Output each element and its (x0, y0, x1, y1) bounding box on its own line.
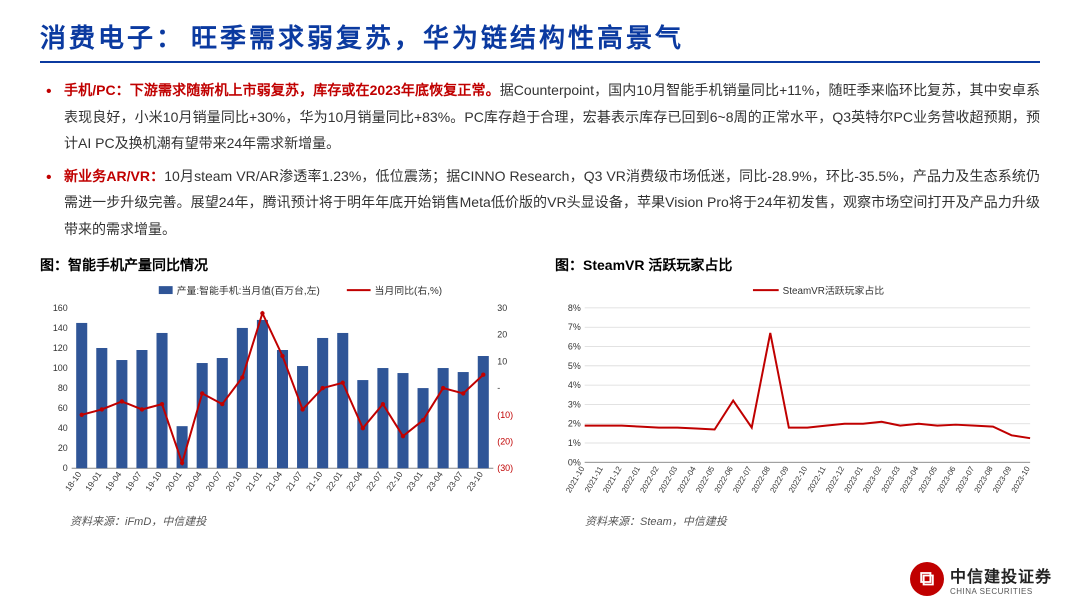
svg-text:22-07: 22-07 (364, 469, 385, 493)
svg-text:22-01: 22-01 (324, 469, 345, 493)
svg-text:(20): (20) (497, 436, 513, 446)
title-prefix: 消费电子： (40, 18, 185, 55)
bullet-list: 手机/PC：下游需求随新机上市弱复苏，库存或在2023年底恢复正常。据Count… (40, 77, 1040, 243)
svg-text:0: 0 (63, 463, 68, 473)
svg-text:140: 140 (53, 322, 68, 332)
svg-text:21-10: 21-10 (304, 469, 325, 493)
svg-text:10: 10 (497, 356, 507, 366)
svg-text:60: 60 (58, 403, 68, 413)
svg-text:160: 160 (53, 302, 68, 312)
svg-text:19-01: 19-01 (83, 469, 104, 493)
svg-text:21-07: 21-07 (284, 469, 305, 493)
logo-en: CHINA SECURITIES (950, 587, 1052, 596)
chart-right-title: 图：SteamVR 活跃玩家占比 (555, 255, 1040, 275)
svg-text:20: 20 (497, 329, 507, 339)
svg-text:1%: 1% (568, 438, 581, 448)
chart-left: 产量:智能手机:当月值(百万台,左) 当月同比(右,%) 0 20 40 60 80 100 1… (40, 281, 525, 511)
svg-text:21-04: 21-04 (264, 469, 285, 493)
svg-text:23-07: 23-07 (444, 469, 465, 493)
svg-text:20: 20 (58, 443, 68, 453)
svg-text:(10): (10) (497, 409, 513, 419)
logo-mark-icon: ⧉ (910, 562, 944, 596)
logo-cn: 中信建投证券 (950, 563, 1052, 587)
svg-text:产量:智能手机:当月值(百万台,左): 产量:智能手机:当月值(百万台,左) (177, 284, 320, 297)
svg-text:(30): (30) (497, 463, 513, 473)
svg-text:7%: 7% (568, 322, 581, 332)
svg-text:19-04: 19-04 (103, 469, 124, 493)
chart-right: SteamVR活跃玩家占比0%1%2%3%4%5%6%7%8%2021-1020… (555, 281, 1040, 511)
svg-text:23-04: 23-04 (424, 469, 445, 493)
svg-text:21-01: 21-01 (244, 469, 265, 493)
svg-text:20-04: 20-04 (183, 469, 204, 493)
svg-text:-: - (497, 383, 500, 393)
svg-text:80: 80 (58, 383, 68, 393)
svg-text:当月同比(右,%): 当月同比(右,%) (375, 284, 442, 297)
svg-text:23-01: 23-01 (404, 469, 425, 493)
svg-text:22-10: 22-10 (384, 469, 405, 493)
svg-text:3%: 3% (568, 399, 581, 409)
bullet-item: 新业务AR/VR：10月steam VR/AR渗透率1.23%，低位震荡；据CI… (46, 163, 1040, 243)
svg-text:20-07: 20-07 (203, 469, 224, 493)
svg-text:100: 100 (53, 363, 68, 373)
bullet-body: 10月steam VR/AR渗透率1.23%，低位震荡；据CINNO Resea… (64, 168, 1040, 237)
svg-text:2023-10: 2023-10 (1010, 464, 1033, 494)
svg-text:19-07: 19-07 (123, 469, 144, 493)
brand-logo: ⧉ 中信建投证券 CHINA SECURITIES (910, 562, 1052, 596)
chart-left-source: 资料来源：iFmD，中信建投 (40, 513, 525, 529)
svg-text:5%: 5% (568, 360, 581, 370)
svg-text:6%: 6% (568, 341, 581, 351)
slide-title: 消费电子： 旺季需求弱复苏，华为链结构性高景气 (40, 18, 1040, 55)
svg-text:4%: 4% (568, 380, 581, 390)
svg-text:30: 30 (497, 302, 507, 312)
svg-text:22-04: 22-04 (344, 469, 365, 493)
title-main: 旺季需求弱复苏，华为链结构性高景气 (191, 18, 684, 55)
bullet-item: 手机/PC：下游需求随新机上市弱复苏，库存或在2023年底恢复正常。据Count… (46, 77, 1040, 157)
title-underline (40, 61, 1040, 63)
svg-text:40: 40 (58, 423, 68, 433)
svg-text:2%: 2% (568, 418, 581, 428)
svg-text:120: 120 (53, 343, 68, 353)
chart-right-source: 资料来源：Steam，中信建投 (555, 513, 1040, 529)
svg-text:8%: 8% (568, 302, 581, 312)
bullet-lead: 新业务AR/VR： (64, 168, 164, 184)
svg-text:SteamVR活跃玩家占比: SteamVR活跃玩家占比 (783, 284, 885, 297)
chart-left-title: 图：智能手机产量同比情况 (40, 255, 525, 275)
svg-text:23-10: 23-10 (464, 469, 485, 493)
bullet-lead: 手机/PC：下游需求随新机上市弱复苏，库存或在2023年底恢复正常。 (64, 82, 500, 98)
svg-text:19-10: 19-10 (143, 469, 164, 493)
svg-text:20-10: 20-10 (223, 469, 244, 493)
svg-text:20-01: 20-01 (163, 469, 184, 493)
